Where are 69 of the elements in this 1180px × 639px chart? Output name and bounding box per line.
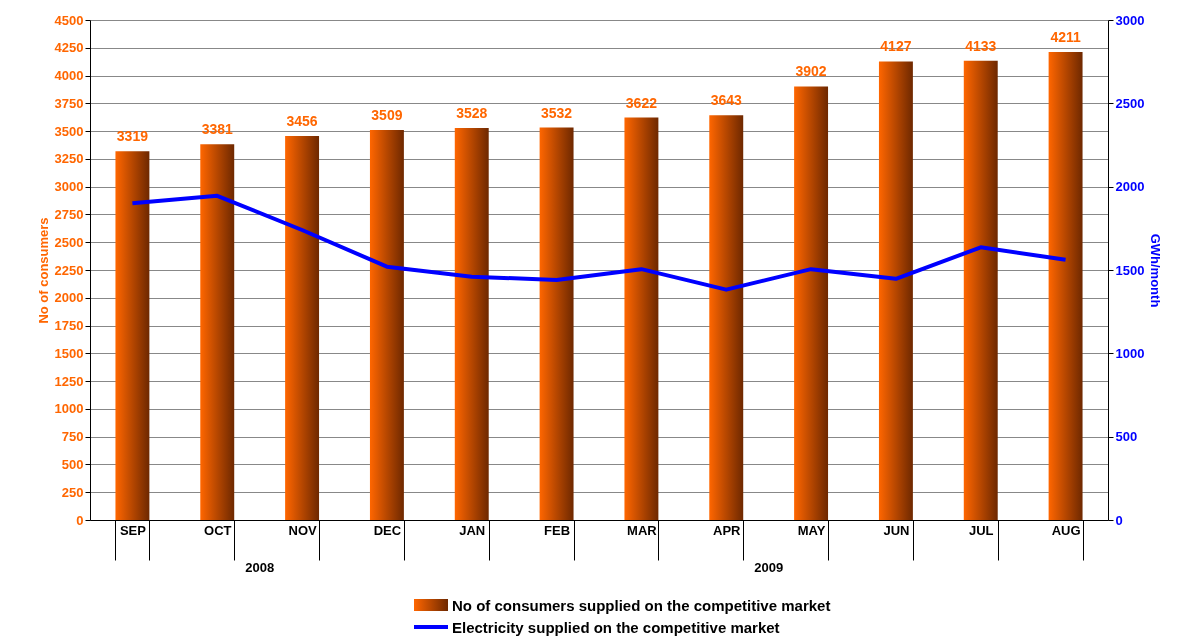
y-tick-label: 250: [61, 484, 84, 500]
bar: [878, 61, 913, 520]
data-label: 3381: [201, 121, 234, 138]
y2-axis-title: GWh/month: [1148, 233, 1164, 308]
bar: [369, 130, 404, 520]
text: 2009: [753, 560, 785, 575]
x-tick-label: MAR: [627, 522, 658, 538]
data-label: 3532: [541, 104, 573, 121]
y-tick-label: 1250: [54, 373, 84, 389]
data-label: 3643: [710, 92, 743, 109]
y-tick-label: 2250: [54, 262, 84, 278]
x-tick-label: AUG: [1051, 522, 1081, 538]
y2-tick-label: 0: [1115, 512, 1123, 528]
y-tick-label: 0: [76, 512, 84, 528]
bar: [454, 128, 489, 520]
y-tick-label: 3250: [54, 151, 84, 167]
data-label: 3509: [371, 107, 403, 124]
y-tick-label: 500: [61, 456, 84, 472]
y-tick-label: 2000: [54, 290, 84, 306]
x-tick-label: MAY: [797, 522, 826, 538]
bar: [285, 136, 320, 520]
legend-label: No of consumers supplied on the competitive market: [452, 596, 831, 614]
bar: [115, 151, 150, 520]
bar: [963, 60, 998, 520]
x-tick-label: JAN: [459, 522, 486, 538]
bar: [539, 127, 574, 520]
legend-label: Electricity supplied on the competitive market: [452, 618, 780, 636]
y-tick-label: 4000: [54, 68, 84, 84]
y-tick-label: 2750: [54, 206, 84, 222]
data-label: 3456: [286, 113, 318, 129]
data-label: 4133: [965, 37, 997, 54]
y2-tick-label: 1500: [1115, 262, 1145, 278]
x-tick-label: OCT: [204, 522, 232, 538]
x-tick-label: JUL: [968, 522, 994, 538]
y2-tick-label: 2500: [1115, 95, 1145, 111]
data-label: 4127: [880, 38, 912, 55]
x-tick-label: SEP: [119, 522, 147, 538]
y-tick-label: 3750: [54, 95, 84, 111]
bar: [794, 86, 829, 520]
y2-tick-label: 2000: [1115, 179, 1145, 195]
x-tick-label: JUN: [883, 522, 910, 538]
y-tick-label: 1000: [54, 401, 84, 417]
y-tick-label: 3000: [54, 179, 84, 195]
y2-tick-label: 500: [1115, 429, 1138, 445]
x-tick-label: NOV: [288, 522, 317, 538]
x-tick-label: FEB: [544, 522, 571, 538]
x-tick-label: APR: [713, 522, 742, 538]
data-label: 3528: [456, 105, 488, 121]
y-tick-label: 4500: [54, 12, 84, 28]
bar: [200, 144, 235, 520]
line-series: [130, 193, 1068, 292]
data-label: 3902: [795, 63, 827, 80]
y-tick-label: 3500: [54, 123, 84, 139]
y-tick-label: 750: [61, 429, 84, 445]
y-tick-label: 2500: [54, 234, 84, 250]
bar: [709, 115, 744, 520]
y-tick-label: 1500: [54, 345, 84, 361]
bar: [1048, 52, 1083, 520]
x-tick-label: DEC: [373, 522, 402, 538]
y-tick-label: 1750: [54, 318, 84, 334]
y2-tick-label: 3000: [1115, 12, 1145, 28]
data-label: 4211: [1050, 29, 1081, 46]
data-label: 3319: [116, 128, 149, 145]
y-tick-label: 4250: [54, 40, 84, 56]
data-label: 3622: [625, 94, 658, 111]
text: 2008: [244, 560, 276, 575]
y-axis-title: No of consumers: [35, 217, 51, 324]
y2-tick-label: 1000: [1115, 345, 1145, 361]
bar: [624, 117, 659, 520]
